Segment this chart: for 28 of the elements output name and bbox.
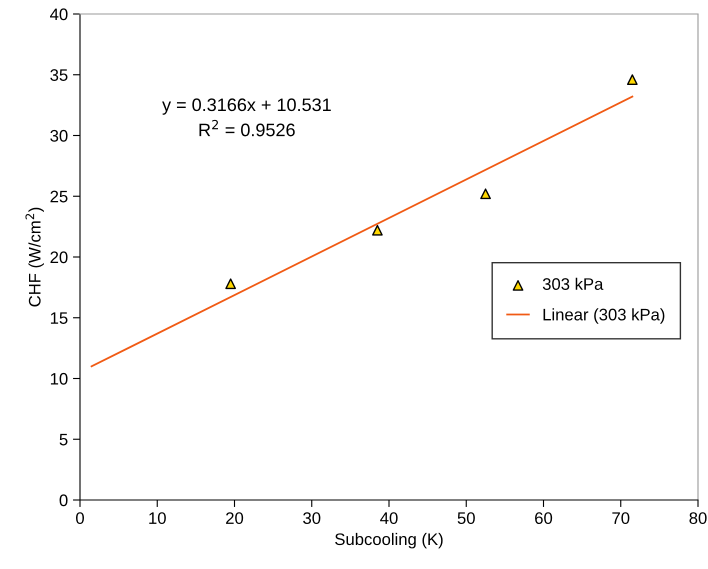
y-tick-label: 40: [50, 8, 68, 20]
x-tick-label: 70: [612, 512, 630, 524]
y-tick-label: 30: [50, 130, 68, 142]
x-tick-label: 30: [303, 512, 320, 524]
y-tick-label: 25: [50, 190, 68, 202]
annotation: y = 0.3166x + 10.531: [162, 98, 331, 115]
legend-label: 303 kPa: [542, 278, 604, 290]
annotation: R$^{2}$ = 0.9526: [200, 120, 295, 136]
x-tick-label: 50: [458, 512, 475, 524]
x-tick-label: 20: [226, 512, 244, 524]
x-tick-label: 40: [380, 512, 398, 524]
x-tick-label: 60: [535, 512, 552, 524]
y-tick-label: 5: [60, 434, 68, 446]
y-tick-label: 0: [60, 494, 68, 506]
point: [225, 278, 236, 290]
x-tick-label: 10: [149, 512, 166, 524]
y-tick-label: 35: [50, 69, 68, 81]
x-tick-label: 80: [689, 512, 707, 524]
y-tick-label: 15: [50, 312, 68, 324]
x-axis-title: Subcooling (K): [335, 532, 443, 548]
y-tick-label: 20: [50, 251, 68, 264]
x-tick-label: 0: [76, 512, 84, 524]
point: [480, 188, 491, 200]
point: [626, 74, 638, 85]
point: [372, 224, 383, 236]
legend-label: Linear (303 kPa): [544, 308, 664, 324]
y-axis-title: CHF (W/cm$^{2}$): [25, 208, 44, 306]
y-tick-label: 10: [50, 372, 68, 385]
